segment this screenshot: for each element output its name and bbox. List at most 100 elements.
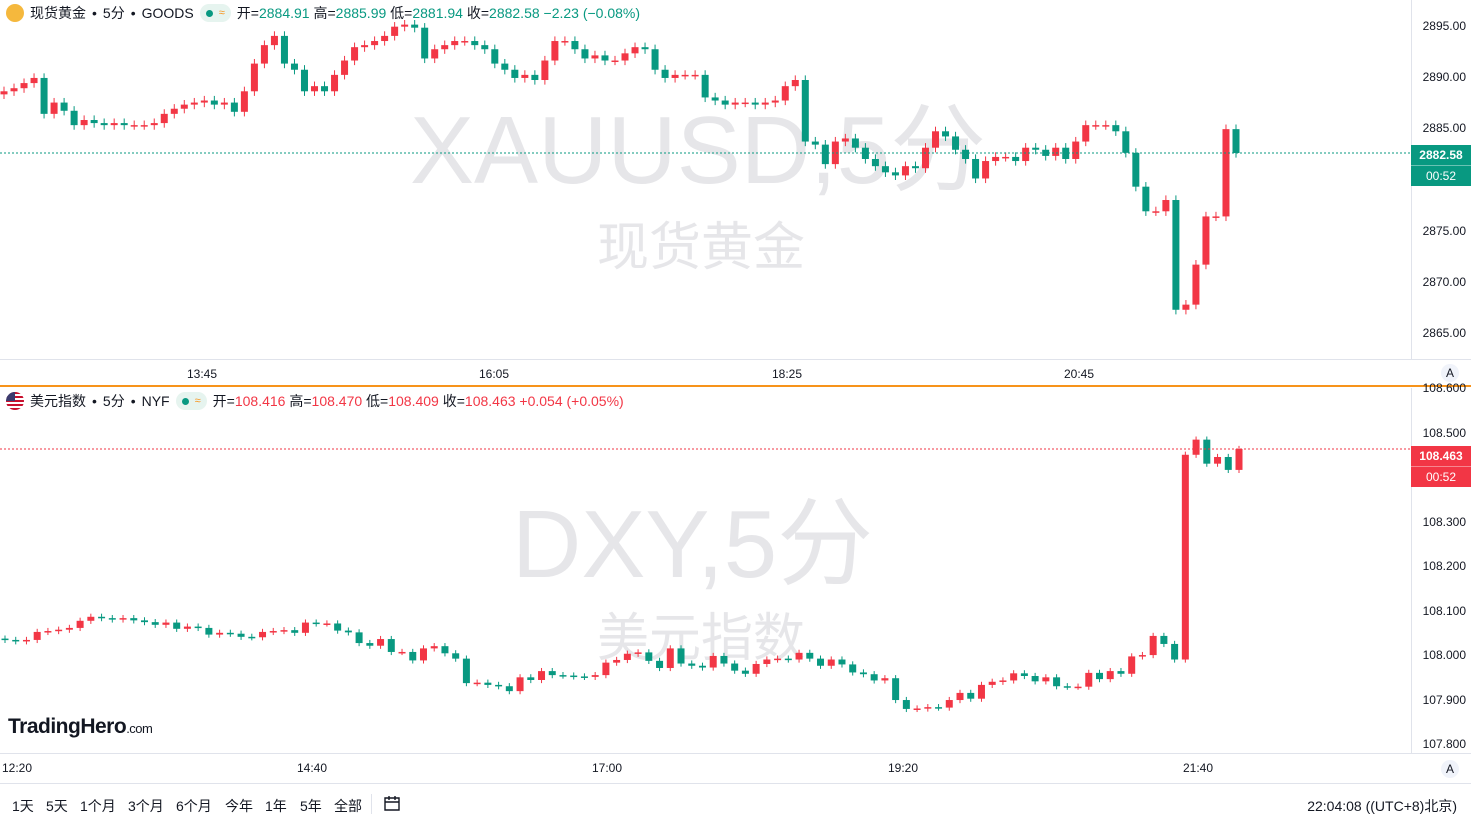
candle-body (441, 45, 449, 50)
candle (22, 636, 30, 645)
gold-chart-pane[interactable]: 现货黄金 • 5分 • GOODS ≈ 开=2884.91 高=2885.99 … (0, 0, 1471, 359)
candle (1222, 124, 1230, 222)
candle-body (956, 692, 964, 701)
separator-dot: • (130, 5, 136, 21)
candle (988, 678, 996, 689)
candle (781, 81, 789, 106)
candle-body (505, 686, 513, 692)
candle (952, 131, 960, 155)
dxy-symbol-name[interactable]: 美元指数 (30, 393, 86, 409)
market-status-pill[interactable]: ≈ (175, 392, 207, 410)
range-5y-button[interactable]: 5年 (300, 798, 322, 814)
candle-body (666, 648, 674, 668)
dxy-time-axis[interactable]: A 12:20 14:40 17:00 19:20 21:40 (0, 753, 1471, 783)
candle-body (452, 653, 460, 659)
candle (791, 75, 799, 91)
candle-body (226, 632, 234, 635)
candle (505, 683, 513, 695)
candle (570, 672, 578, 680)
candle (561, 36, 569, 46)
candle-body (398, 651, 406, 654)
price-tick-label: 108.600 (1422, 381, 1466, 395)
candle (341, 55, 349, 80)
candle (752, 660, 760, 677)
candle-body (1063, 686, 1071, 688)
candle-body (681, 74, 689, 77)
candle (611, 55, 619, 66)
candle (20, 78, 28, 93)
candle-body (945, 700, 953, 708)
candle-body (76, 620, 84, 628)
candle (849, 661, 857, 676)
candle-body (484, 682, 492, 685)
candle (1142, 182, 1150, 216)
candle (1172, 195, 1180, 315)
candle-body (70, 110, 78, 126)
market-status-pill[interactable]: ≈ (199, 4, 231, 22)
candle (1162, 195, 1170, 216)
candle-body (65, 627, 73, 630)
candle-body (473, 682, 481, 685)
auto-scale-button[interactable]: A (1441, 364, 1459, 382)
dxy-price-axis[interactable]: 107.800 107.900 108.000 108.100 108.200 108.3… (1411, 381, 1471, 753)
bottom-toolbar: 1天 5天 1个月 3个月 6个月 今年 1年 5年 全部 22:04:08 (… (0, 783, 1471, 823)
candle (711, 92, 719, 106)
candle (871, 154, 879, 171)
candle (108, 615, 116, 623)
candle (1106, 667, 1114, 683)
price-tick-label: 2885.00 (1422, 121, 1466, 136)
live-dot-icon (181, 397, 189, 405)
range-ytd-button[interactable]: 今年 (225, 798, 253, 814)
range-6m-button[interactable]: 6个月 (176, 798, 212, 814)
candle (1074, 683, 1082, 690)
range-1y-button[interactable]: 1年 (265, 798, 287, 814)
candle (1128, 653, 1136, 677)
candle (312, 619, 320, 627)
candle (1192, 260, 1200, 310)
candle-body (1160, 635, 1168, 644)
candle-body (50, 102, 58, 114)
auto-scale-button[interactable]: A (1441, 760, 1459, 778)
gold-symbol-name[interactable]: 现货黄金 (30, 5, 86, 21)
candle-body (100, 123, 108, 126)
dxy-chart-pane[interactable]: 美元指数 • 5分 • NYF ≈ 开=108.416 高=108.470 低=… (0, 381, 1471, 753)
candle-body (461, 41, 469, 43)
candle-body (1117, 671, 1125, 674)
candle-body (462, 658, 470, 684)
candle-body (731, 663, 739, 671)
candle (841, 133, 849, 147)
candle-body (1106, 671, 1114, 680)
candle (1235, 445, 1243, 474)
pane-separator[interactable] (0, 385, 1471, 387)
range-3m-button[interactable]: 3个月 (128, 798, 164, 814)
gold-candles[interactable] (0, 0, 1411, 359)
candle (173, 619, 181, 632)
candle (801, 75, 809, 147)
candle-body (559, 675, 567, 677)
candle (731, 660, 739, 674)
candle (270, 31, 278, 50)
candle (150, 118, 158, 130)
candle-body (701, 74, 709, 98)
gold-price-axis[interactable]: 2865.00 2870.00 2875.00 2885.00 2890.00 2895.… (1411, 0, 1471, 359)
candle-body (811, 141, 819, 145)
range-all-button[interactable]: 全部 (334, 798, 362, 814)
candle (334, 620, 342, 634)
range-1m-button[interactable]: 1个月 (80, 798, 116, 814)
gold-ohlc: 开=2884.91 高=2885.99 低=2881.94 收=2882.58 … (236, 5, 641, 21)
dxy-candles[interactable] (0, 388, 1411, 753)
clock-timezone[interactable]: 22:04:08 ((UTC+8)北京) (1307, 798, 1457, 814)
range-5d-button[interactable]: 5天 (46, 798, 68, 814)
candle-body (521, 74, 529, 78)
candle-body (1, 638, 9, 641)
candle-body (1224, 456, 1232, 470)
gold-time-axis[interactable]: A 13:45 16:05 18:25 20:45 (0, 359, 1471, 385)
calendar-goto-icon[interactable] (382, 793, 402, 816)
candle (366, 639, 374, 649)
candle (230, 97, 238, 117)
candle (1072, 136, 1080, 164)
candle (70, 106, 78, 130)
candle-body (311, 86, 319, 92)
candle (401, 20, 409, 32)
range-1d-button[interactable]: 1天 (12, 798, 34, 814)
